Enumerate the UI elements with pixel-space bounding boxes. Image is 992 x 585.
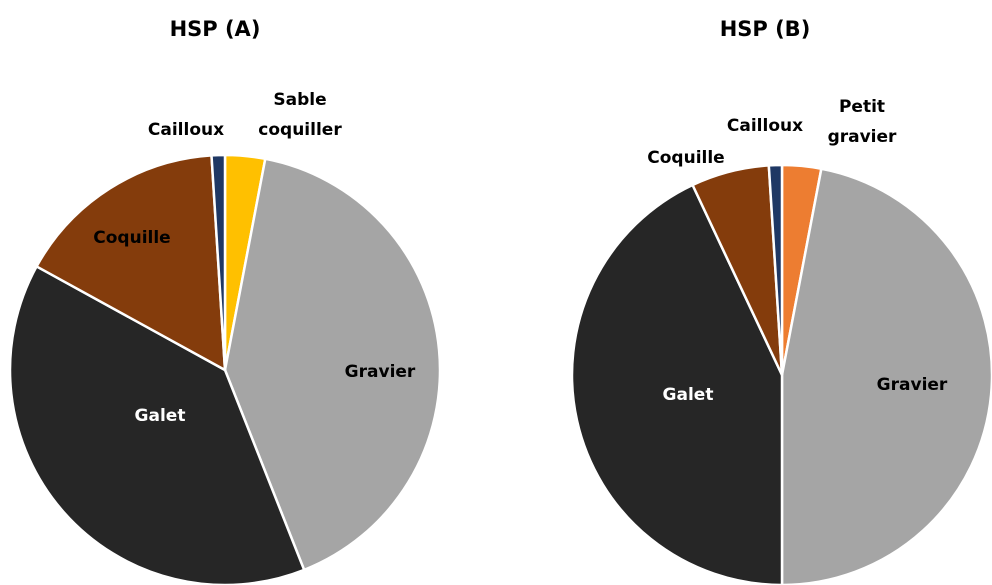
label-line: coquiller	[258, 120, 342, 140]
label-line: gravier	[828, 127, 897, 147]
slice-label: Galet	[135, 406, 186, 426]
chart-title: HSP (A)	[170, 17, 261, 41]
slice-label: Galet	[663, 385, 714, 405]
pie-slice	[210, 153, 227, 371]
pie-slice	[570, 183, 784, 585]
label-line: Sable	[273, 90, 326, 110]
slice-label: Coquille	[647, 148, 724, 168]
slice-label: Cailloux	[727, 116, 803, 136]
pie-slice	[767, 163, 784, 376]
pie-slice	[780, 167, 992, 585]
slice-label: Cailloux	[148, 120, 224, 140]
slice-label: Coquille	[93, 228, 170, 248]
pie-slice	[223, 157, 442, 572]
slice-label: Petit gravier	[828, 97, 897, 147]
slice-label: Sable coquiller	[258, 90, 342, 140]
pie-slice	[34, 154, 227, 373]
slice-label: Gravier	[877, 375, 948, 395]
slice-label: Gravier	[345, 362, 416, 382]
label-line: Petit	[839, 97, 885, 117]
chart-title: HSP (B)	[720, 17, 811, 41]
